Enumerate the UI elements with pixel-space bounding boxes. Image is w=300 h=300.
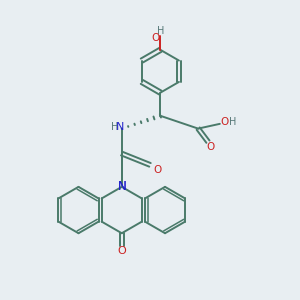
Text: H: H: [111, 122, 118, 132]
Text: N: N: [117, 180, 126, 193]
Text: O: O: [207, 142, 215, 152]
Text: N: N: [117, 180, 126, 194]
Text: O: O: [154, 165, 162, 175]
Text: O: O: [152, 33, 160, 43]
Text: O: O: [220, 117, 228, 127]
Text: O: O: [117, 246, 126, 256]
Text: H: H: [229, 117, 236, 127]
Text: N: N: [116, 122, 124, 132]
Text: H: H: [157, 26, 165, 36]
